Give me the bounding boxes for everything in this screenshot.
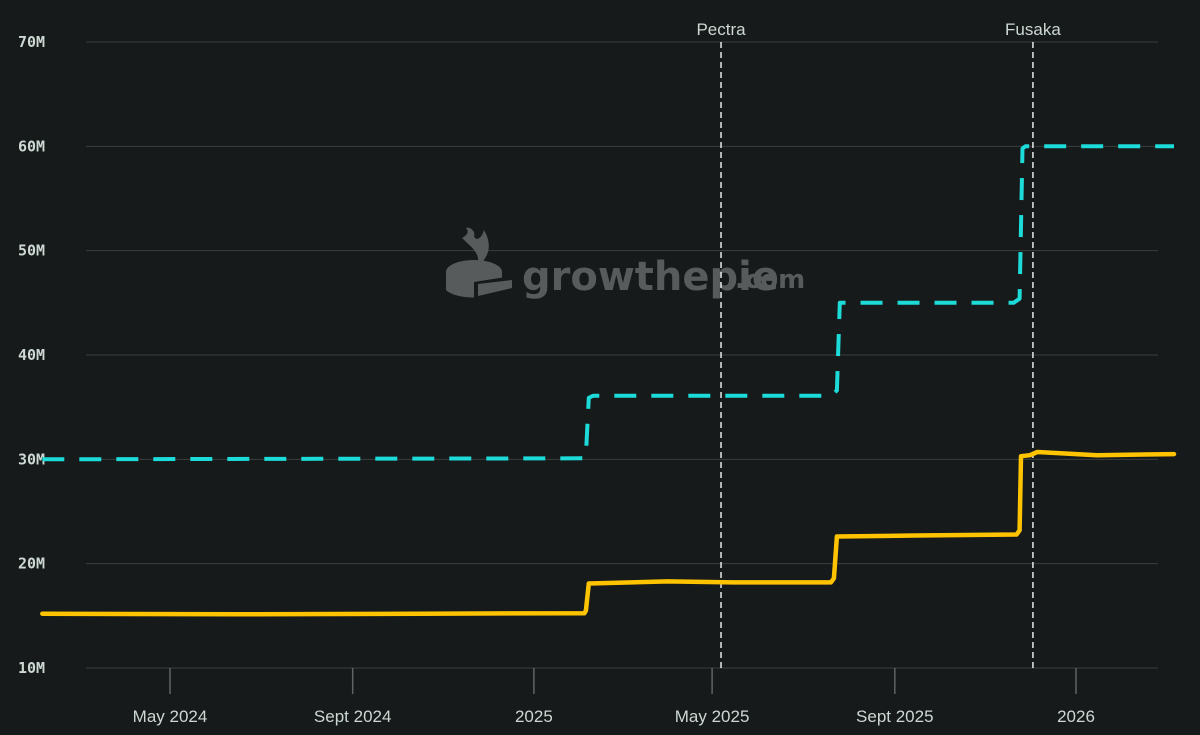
x-tick-label: May 2025 bbox=[675, 707, 750, 726]
y-tick-label: 30M bbox=[18, 450, 45, 468]
x-tick-label: Sept 2025 bbox=[856, 707, 934, 726]
watermark: growthepie .com bbox=[446, 227, 805, 300]
y-tick-label: 60M bbox=[18, 137, 45, 155]
series-line-dashed bbox=[42, 144, 1174, 462]
x-tick-label: Sept 2024 bbox=[314, 707, 392, 726]
series-line-solid bbox=[40, 449, 1177, 617]
series-lines bbox=[40, 144, 1177, 617]
y-tick-label: 70M bbox=[18, 33, 45, 51]
watermark-name: growthepie bbox=[522, 254, 779, 300]
event-label: Fusaka bbox=[1005, 20, 1061, 39]
grid-lines bbox=[86, 41, 1158, 669]
y-tick-label: 50M bbox=[18, 242, 45, 260]
y-tick-label: 10M bbox=[18, 659, 45, 677]
event-markers: Pectra Fusaka bbox=[696, 20, 1061, 668]
pie-logo-icon bbox=[446, 227, 512, 300]
watermark-suffix: .com bbox=[735, 265, 805, 295]
event-label: Pectra bbox=[696, 20, 746, 39]
y-tick-label: 20M bbox=[18, 555, 45, 573]
y-axis: 10M 20M 30M 40M 50M 60M 70M bbox=[18, 33, 45, 677]
x-tick-label: 2026 bbox=[1057, 707, 1095, 726]
x-tick-label: May 2024 bbox=[133, 707, 208, 726]
x-tick-label: 2025 bbox=[515, 707, 553, 726]
x-axis: May 2024 Sept 2024 2025 May 2025 Sept 2025 20… bbox=[133, 668, 1095, 726]
y-tick-label: 40M bbox=[18, 346, 45, 364]
